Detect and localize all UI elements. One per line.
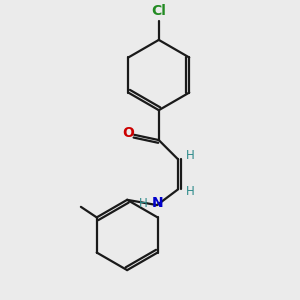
Text: O: O bbox=[122, 126, 134, 140]
Text: H: H bbox=[186, 149, 195, 162]
Text: H: H bbox=[139, 197, 148, 210]
Text: Cl: Cl bbox=[151, 4, 166, 18]
Text: N: N bbox=[152, 196, 164, 210]
Text: H: H bbox=[186, 184, 195, 197]
